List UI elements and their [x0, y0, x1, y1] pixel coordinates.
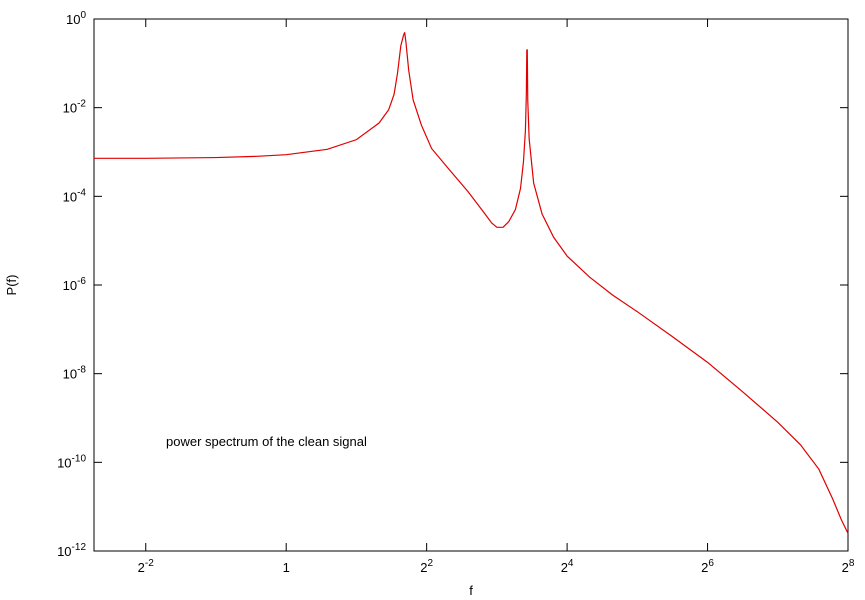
- axis-ticks: [94, 18, 849, 552]
- y-tick-label: 10-4: [63, 187, 87, 204]
- x-tick-label: 28: [842, 558, 855, 575]
- y-tick-label: 10-8: [63, 365, 87, 382]
- x-tick-label: 22: [420, 558, 433, 575]
- spectrum-line: [94, 32, 849, 534]
- y-axis-label: P(f): [4, 275, 19, 296]
- y-tick-label: 10-6: [63, 276, 87, 293]
- y-tick-label: 10-10: [57, 453, 86, 470]
- x-axis-label: f: [469, 583, 473, 598]
- x-tick-label: 2-2: [138, 558, 155, 575]
- x-tick-label: 26: [701, 558, 714, 575]
- y-tick-label: 10-12: [57, 542, 86, 559]
- annotation-text: power spectrum of the clean signal: [166, 434, 367, 449]
- y-tick-label: 10-2: [63, 99, 87, 116]
- plot-frame: [93, 18, 849, 552]
- x-tick-label: 24: [561, 558, 574, 575]
- x-tick-label: 1: [283, 560, 290, 575]
- y-tick-label: 100: [66, 10, 86, 27]
- x-tick-labels: 2-2 1 22 24 26 28: [138, 558, 855, 575]
- y-tick-labels: 100 10-2 10-4 10-6 10-8 10-10 10-12: [57, 10, 86, 559]
